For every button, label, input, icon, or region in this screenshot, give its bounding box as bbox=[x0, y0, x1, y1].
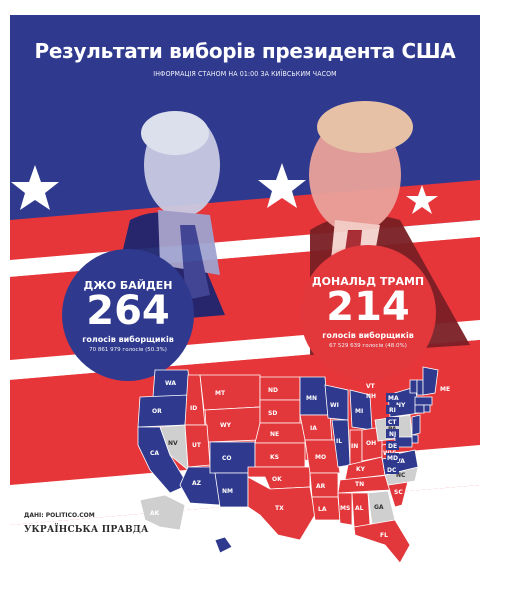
biden-name: ДЖО БАЙДЕН bbox=[83, 279, 173, 292]
label-AZ: AZ bbox=[192, 480, 202, 487]
label-ID: ID bbox=[190, 405, 197, 412]
label-WI: WI bbox=[330, 402, 339, 409]
label-MT: MT bbox=[215, 390, 226, 397]
state-NJ bbox=[411, 414, 421, 436]
label-TN: TN bbox=[355, 481, 364, 488]
data-source: ДАНІ: POLITICO.COM bbox=[24, 512, 95, 519]
label-OH: OH bbox=[366, 440, 376, 447]
label-IL: IL bbox=[336, 438, 342, 445]
label-KY: KY bbox=[356, 466, 366, 473]
label-MO: MO bbox=[315, 454, 326, 461]
state-FL bbox=[353, 519, 411, 564]
trump-electoral-votes: 214 bbox=[326, 284, 410, 330]
biden-votes-label: голосів виборщиків bbox=[82, 335, 174, 344]
label-MI: MI bbox=[355, 408, 363, 415]
page-subtitle: ІНФОРМАЦІЯ СТАНОМ НА 01:00 ЗА КИЇВСЬКИМ … bbox=[153, 70, 337, 78]
label-UT: UT bbox=[192, 442, 202, 449]
brand-logo-text: УКРАЇНСЬКА ПРАВДА bbox=[24, 525, 149, 535]
state-MO bbox=[304, 439, 341, 474]
label-MS: MS bbox=[340, 505, 350, 512]
state-MS bbox=[337, 492, 353, 526]
biden-result-badge: ДЖО БАЙДЕН 264 голосів виборщиків 70 861… bbox=[62, 249, 194, 381]
label-SD: SD bbox=[268, 410, 277, 417]
label-NH: NH bbox=[366, 393, 376, 400]
box-CT: CT bbox=[388, 419, 397, 426]
state-TX bbox=[247, 476, 316, 541]
infographic-poster: Результати виборів президента США ІНФОРМ… bbox=[10, 15, 480, 577]
label-LA: LA bbox=[318, 506, 327, 513]
star-center bbox=[258, 163, 306, 208]
label-OR: OR bbox=[152, 408, 162, 415]
label-WA: WA bbox=[165, 380, 176, 387]
label-SC: SC bbox=[394, 489, 403, 496]
label-IA: IA bbox=[310, 425, 317, 432]
label-CA: CA bbox=[150, 450, 159, 457]
state-HI bbox=[214, 536, 233, 554]
trump-popular-vote: 67 529 639 голосів (48.0%) bbox=[329, 343, 407, 349]
state-MA bbox=[414, 396, 433, 406]
label-TX: TX bbox=[275, 505, 284, 512]
label-GA: GA bbox=[374, 504, 384, 511]
label-NE: NE bbox=[270, 431, 279, 438]
label-NY: NY bbox=[396, 402, 406, 409]
label-NM: NM bbox=[222, 488, 233, 495]
label-NV: NV bbox=[168, 440, 178, 447]
label-AR: AR bbox=[316, 483, 326, 490]
label-CO: CO bbox=[222, 455, 232, 462]
state-RI bbox=[423, 404, 431, 413]
page-title: Результати виборів президента США bbox=[34, 39, 456, 63]
box-DC: DC bbox=[387, 467, 397, 474]
label-KS: KS bbox=[270, 454, 279, 461]
small-states-legend: MA RI CT NJ DE MD DC bbox=[386, 393, 399, 474]
biden-popular-vote: 70 861 979 голосів (50.3%) bbox=[89, 347, 167, 353]
biden-electoral-votes: 264 bbox=[86, 288, 170, 334]
label-HI: HI bbox=[218, 555, 225, 562]
label-MN: MN bbox=[306, 395, 317, 402]
star-left bbox=[11, 165, 59, 210]
label-AL: AL bbox=[355, 505, 364, 512]
state-ME bbox=[422, 366, 439, 396]
box-MD: MD bbox=[387, 455, 398, 462]
box-MA: MA bbox=[388, 395, 399, 402]
state-CT bbox=[414, 404, 425, 414]
trump-name: ДОНАЛЬД ТРАМП bbox=[311, 275, 425, 288]
trump-votes-label: голосів виборщиків bbox=[322, 331, 414, 340]
label-AK2: AK bbox=[150, 510, 160, 517]
us-results-map: WA OR CA NV ID MT WY UT AZ CO NM ND SD N… bbox=[137, 366, 450, 564]
label-VT: VT bbox=[366, 383, 376, 390]
box-RI: RI bbox=[389, 407, 396, 414]
label-NC: NC bbox=[396, 472, 406, 479]
label-IN: IN bbox=[351, 443, 358, 450]
box-NJ: NJ bbox=[389, 431, 396, 438]
star-right bbox=[406, 185, 438, 214]
label-OK: OK bbox=[272, 476, 282, 483]
state-AK bbox=[139, 494, 186, 531]
label-WY: WY bbox=[220, 422, 232, 429]
label-FL: FL bbox=[380, 532, 388, 539]
box-DE: DE bbox=[388, 443, 397, 450]
label-VA: VA bbox=[396, 458, 405, 465]
label-ME: ME bbox=[440, 386, 450, 393]
label-ND: ND bbox=[268, 387, 278, 394]
trump-result-badge: ДОНАЛЬД ТРАМП 214 голосів виборщиків 67 … bbox=[300, 245, 436, 381]
